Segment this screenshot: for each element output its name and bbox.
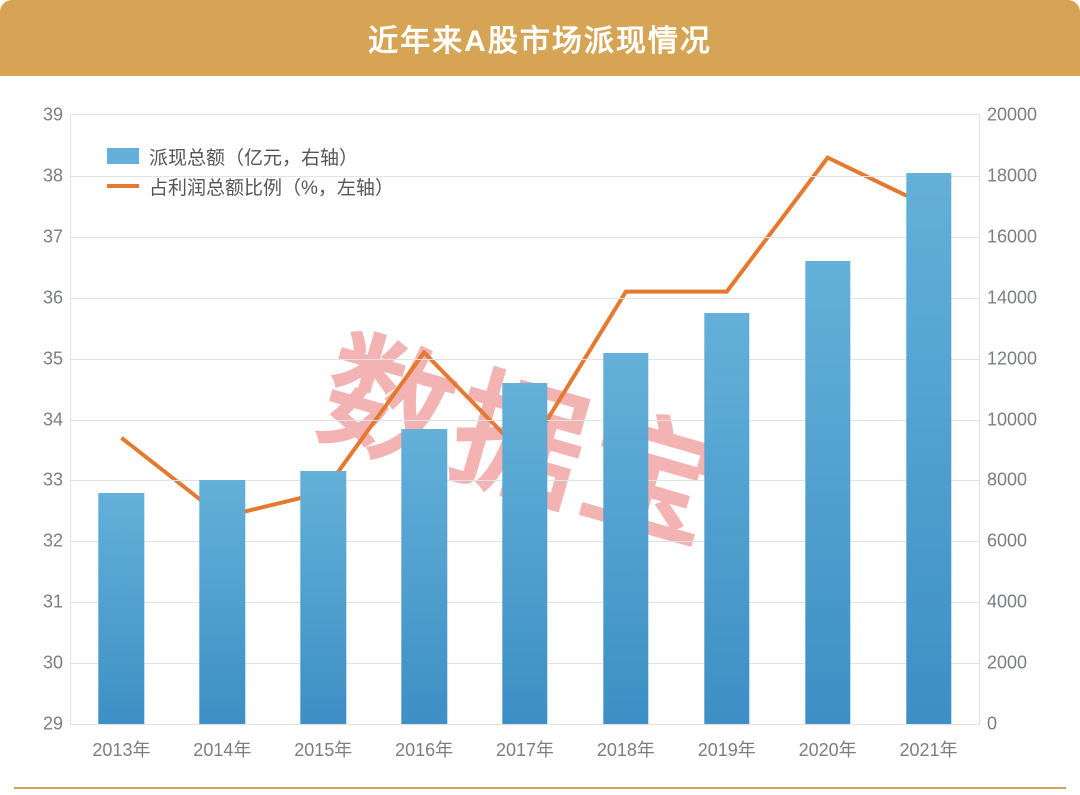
chart-container: 数据宝 派现总额（亿元，右轴） 占利润总额比例（%，左轴） 2930313233… xyxy=(0,74,1080,785)
x-tick: 2016年 xyxy=(395,736,453,762)
line-swatch-icon xyxy=(107,184,139,188)
bar xyxy=(99,493,144,724)
bar xyxy=(200,480,245,724)
y-left-tick: 38 xyxy=(43,165,63,186)
x-tick: 2020年 xyxy=(799,736,857,762)
y-right-tick: 6000 xyxy=(987,531,1027,552)
y-right-tick: 4000 xyxy=(987,592,1027,613)
bar xyxy=(704,313,749,724)
y-left-tick: 33 xyxy=(43,470,63,491)
x-tick: 2014年 xyxy=(193,736,251,762)
y-right-tick: 10000 xyxy=(987,409,1037,430)
legend: 派现总额（亿元，右轴） 占利润总额比例（%，左轴） xyxy=(107,135,394,207)
chart-title: 近年来A股市场派现情况 xyxy=(0,0,1080,76)
y-right-tick: 16000 xyxy=(987,226,1037,247)
bar xyxy=(906,173,951,724)
bar xyxy=(502,383,547,724)
gridline xyxy=(71,176,979,177)
y-right-tick: 0 xyxy=(987,714,997,735)
x-tick: 2019年 xyxy=(698,736,756,762)
x-tick: 2021年 xyxy=(900,736,958,762)
legend-item-bars: 派现总额（亿元，右轴） xyxy=(107,141,394,171)
bar xyxy=(401,429,446,724)
plot-area: 数据宝 派现总额（亿元，右轴） 占利润总额比例（%，左轴） 2930313233… xyxy=(70,114,980,725)
x-tick: 2018年 xyxy=(597,736,655,762)
bar xyxy=(805,261,850,724)
x-tick: 2013年 xyxy=(92,736,150,762)
legend-bar-label: 派现总额（亿元，右轴） xyxy=(149,143,358,170)
bar xyxy=(603,353,648,724)
y-left-tick: 36 xyxy=(43,287,63,308)
bar-swatch-icon xyxy=(107,148,139,164)
y-right-tick: 14000 xyxy=(987,287,1037,308)
bar xyxy=(301,471,346,724)
y-right-tick: 18000 xyxy=(987,165,1037,186)
gridline xyxy=(71,237,979,238)
x-tick: 2017年 xyxy=(496,736,554,762)
y-left-tick: 32 xyxy=(43,531,63,552)
y-left-tick: 29 xyxy=(43,714,63,735)
y-left-tick: 34 xyxy=(43,409,63,430)
y-left-tick: 39 xyxy=(43,105,63,126)
y-right-tick: 8000 xyxy=(987,470,1027,491)
x-tick: 2015年 xyxy=(294,736,352,762)
y-right-tick: 2000 xyxy=(987,653,1027,674)
y-right-tick: 12000 xyxy=(987,348,1037,369)
y-left-tick: 35 xyxy=(43,348,63,369)
footer-rule xyxy=(14,787,1066,789)
y-right-tick: 20000 xyxy=(987,105,1037,126)
y-left-tick: 30 xyxy=(43,653,63,674)
y-left-tick: 31 xyxy=(43,592,63,613)
y-left-tick: 37 xyxy=(43,226,63,247)
